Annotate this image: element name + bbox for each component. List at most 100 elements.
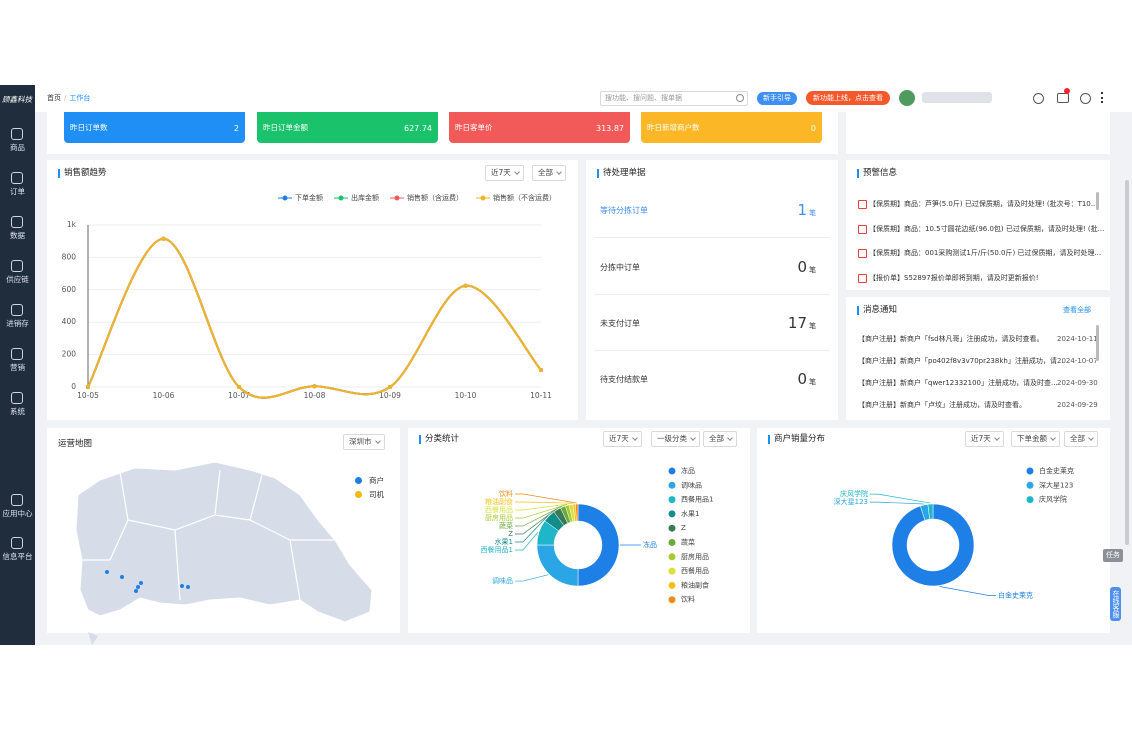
series-line [87,237,542,399]
search-icon [736,94,744,102]
stat-card [257,112,438,143]
legend-label: 粮油副食 [681,580,709,589]
more-icon[interactable] [1101,92,1105,103]
message-date: 2024-09-30 [1057,379,1098,387]
legend-label: 深大星123 [1039,480,1073,489]
pending-label[interactable]: 等待分拣订单 [600,206,648,215]
filter-select[interactable]: 一级分类 [651,431,700,447]
menu-icon [11,348,23,360]
new-feature-button[interactable]: 新功能上线，点击查看 [813,94,883,102]
legend-label: 厨房用品 [681,552,709,561]
message-text[interactable]: 【商户注册】新商户「fsd林凡哥」注册成功，请及时查看。 [858,335,1044,343]
message-date: 2024-10-07 [1057,357,1098,365]
panel-title: 分类统计 [419,435,459,444]
legend-dot [668,596,676,604]
stat-label: 昨日订单数 [70,123,108,132]
guide-button-bg[interactable] [757,92,797,105]
pending-label[interactable]: 未支付订单 [600,319,640,328]
avatar[interactable] [899,90,915,106]
legend-dot [668,553,676,561]
legend-dot [668,524,676,532]
menu-item[interactable]: 商品 [10,143,25,152]
menu-item[interactable]: 供应链 [6,275,29,284]
slice-label: 厨房用品 [485,513,513,522]
label-line [515,493,577,504]
panel-title: 商户销量分布 [768,435,825,444]
menu-icon [11,260,23,272]
new-feature-bg[interactable] [806,91,890,105]
service-tab[interactable]: 在线客服 [1110,587,1121,621]
label-line [939,586,996,596]
slice-label: 粮油副食 [485,497,513,506]
menu-item[interactable]: 进销存 [6,319,29,328]
task-tab[interactable]: 任务 [1103,549,1123,562]
pending-label[interactable]: 分拣中订单 [600,263,640,272]
legend-dot [355,491,362,498]
legend-label: 西餐用品 [681,566,709,575]
stat-value: 627.74 [404,124,432,133]
panel-title: 销售额趋势 [58,169,107,178]
slice-label: 冻品 [643,540,657,549]
filter-select[interactable]: 近7天 [485,165,524,181]
help-icon[interactable] [1080,93,1091,104]
filter-select[interactable]: 全部 [1064,431,1098,447]
slice-label: 庆风学院 [840,489,868,498]
filter-select[interactable]: 全部 [532,165,566,181]
logo: 顾鑫科技 [2,95,32,104]
warning-item[interactable]: 【报价单】S52897报价单即将到期，请及时更新报价! [869,273,1039,282]
x-tick-label: 10-10 [455,391,477,400]
view-all[interactable]: 查看全部 [1063,306,1091,314]
filter-select[interactable]: 下单金额 [1011,431,1060,447]
filter-select[interactable]: 近7天 [603,431,642,447]
pending-label[interactable]: 待支付结款单 [600,375,648,384]
pending-count[interactable]: 17 [787,314,807,332]
breadcrumb[interactable]: 首页 [47,94,61,102]
menu-item[interactable]: 应用中心 [2,509,33,518]
stat-panel-right [846,112,1110,154]
point [539,367,543,372]
menu-icon [11,304,23,316]
label-line [515,503,571,511]
slice-label: 水果1 [495,537,513,546]
menu-icon [11,392,23,404]
message-text[interactable]: 【商户注册】新商户「po402f8v3v70pr238kh」注册成功，请... [858,357,1064,365]
filter-select[interactable]: 近7天 [965,431,1004,447]
menu-item[interactable]: 营销 [10,363,25,372]
legend-label: 出库金额 [351,193,379,202]
menu-icon [11,172,23,184]
y-tick-label: 600 [62,285,77,294]
slice-label: Z [508,530,513,538]
menu-item[interactable]: 数据 [10,231,25,240]
stat-value: 313.87 [596,124,624,133]
guide-button[interactable]: 新手引导 [763,94,791,102]
legend-dot [668,496,676,504]
slice-label: 调味品 [492,576,513,585]
label-line [515,531,539,551]
pending-count[interactable]: 0 [797,258,807,276]
menu-item[interactable]: 订单 [10,187,25,196]
city-select[interactable]: 深圳市 [343,434,385,450]
message-icon[interactable] [1057,93,1069,103]
legend-dot [1026,467,1034,475]
menu-item[interactable]: 系统 [10,407,25,416]
menu-item[interactable]: 信息平台 [2,552,33,561]
search-box[interactable] [600,91,748,106]
pending-unit: 笔 [809,322,816,330]
legend-label: 销售额（含运费） [407,193,463,202]
message-text[interactable]: 【商户注册】新商户「卢坟」注册成功，请及时查看。 [858,401,1026,409]
bell-icon[interactable] [1033,93,1044,104]
warning-item[interactable]: 【保质期】商品：芦笋(5.0斤) 已过保质期，请及时处理! (批次号：T10..… [869,200,1098,208]
label-line [870,493,931,504]
slice-label: 西餐用品 [485,505,513,514]
warning-item[interactable]: 【保质期】商品：10.5寸圆花边纸(96.0包) 已过保质期，请及时处理! (批… [869,224,1105,233]
panel-title: 消息通知 [857,306,897,315]
breadcrumb[interactable]: 工作台 [64,95,90,102]
pending-count[interactable]: 1 [797,201,807,219]
map-region [75,461,373,623]
legend-dot [668,539,676,546]
pending-count[interactable]: 0 [797,370,807,388]
warning-item[interactable]: 【保质期】商品：001采购测试1斤/斤(50.0斤) 已过保质期，请及时处理..… [869,249,1102,257]
filter-select[interactable]: 全部 [703,431,737,447]
warning-panel [846,160,1110,290]
message-text[interactable]: 【商户注册】新商户「qwer12332100」注册成功，请及时查... [858,379,1058,387]
